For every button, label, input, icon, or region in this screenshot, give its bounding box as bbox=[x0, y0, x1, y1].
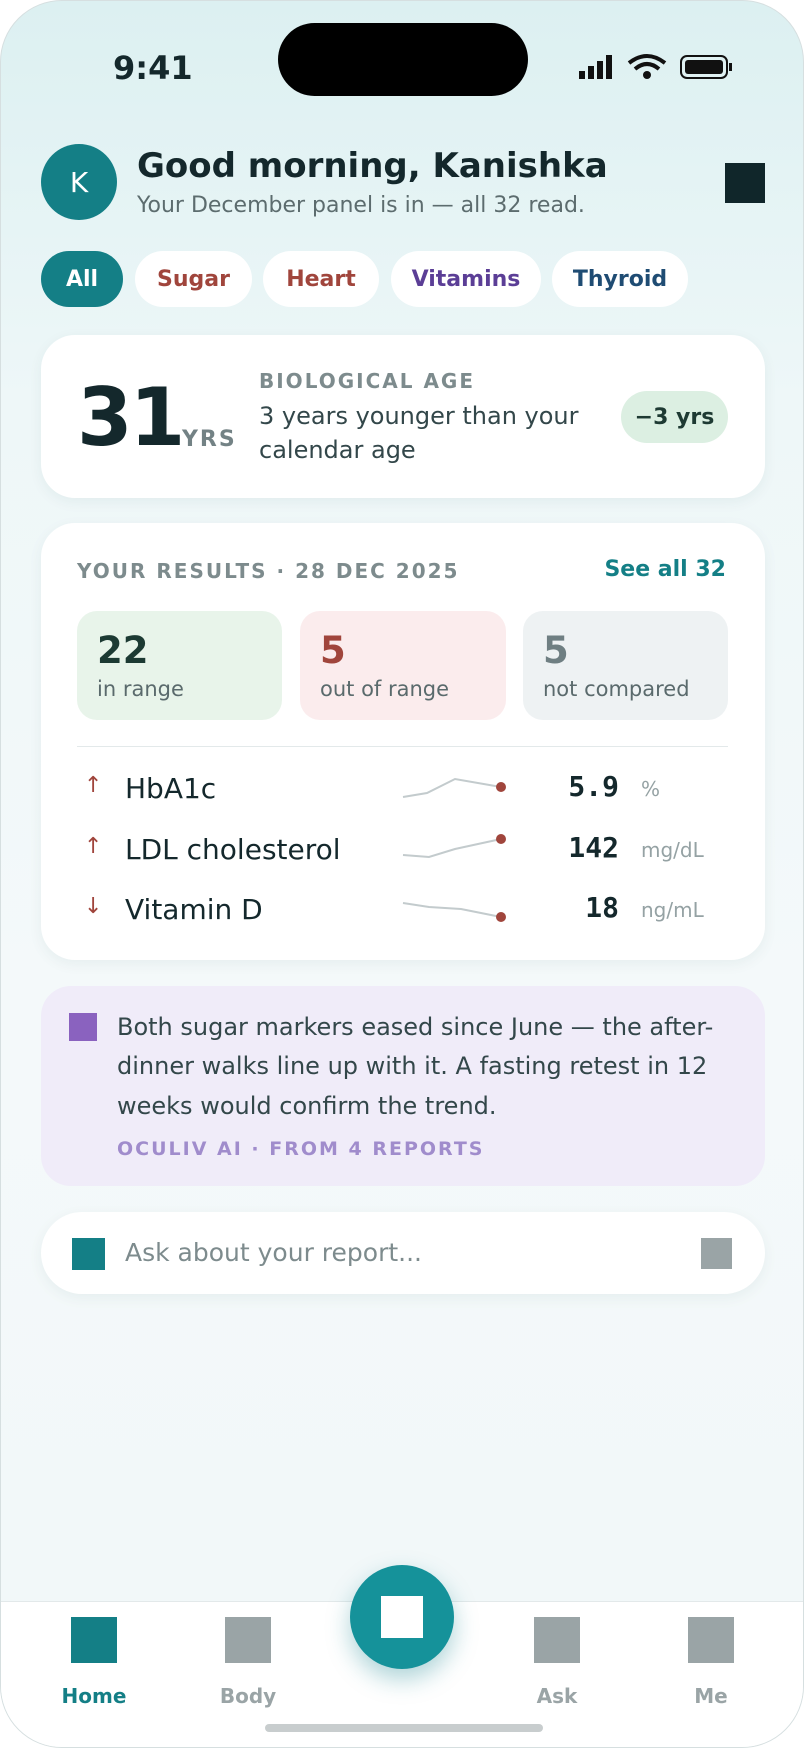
status-icons bbox=[579, 54, 732, 79]
tab-label[interactable]: Body bbox=[219, 1684, 277, 1708]
ask-input[interactable] bbox=[41, 1212, 765, 1294]
summary-label: in range bbox=[97, 677, 184, 701]
tab-label[interactable]: Me bbox=[694, 1684, 728, 1708]
bio-age-value: 31 bbox=[77, 371, 185, 464]
insight-text: Both sugar markers eased since June — th… bbox=[117, 1013, 714, 1041]
insight-text: dinner walks line up with it. A fasting … bbox=[117, 1052, 708, 1080]
filter-chip[interactable]: Heart bbox=[263, 251, 379, 307]
chip-label: Thyroid bbox=[572, 266, 668, 292]
mic-button[interactable] bbox=[701, 1238, 732, 1269]
bio-age-badge: −3 yrs bbox=[621, 391, 728, 443]
scan-button[interactable] bbox=[350, 1565, 454, 1669]
marker-unit: % bbox=[641, 777, 661, 801]
marker-value: 18 bbox=[585, 891, 619, 924]
trend-arrow: ↓ bbox=[84, 894, 103, 919]
insight-text: weeks would confirm the trend. bbox=[117, 1092, 497, 1120]
filter-chip[interactable]: All bbox=[41, 251, 123, 307]
chip-label: Vitamins bbox=[411, 266, 521, 292]
bio-age-text: calendar age bbox=[259, 436, 416, 464]
greeting: Good morning, Kanishka bbox=[137, 146, 608, 186]
filter-chip[interactable]: Thyroid bbox=[552, 251, 688, 307]
marker-name[interactable]: HbA1c bbox=[125, 772, 217, 805]
results-card bbox=[41, 523, 765, 960]
notch bbox=[278, 23, 528, 96]
marker-value: 142 bbox=[568, 831, 619, 864]
subtitle: Your December panel is in — all 32 read. bbox=[137, 193, 585, 218]
insight-card bbox=[41, 986, 765, 1186]
tab-label[interactable]: Home bbox=[61, 1684, 127, 1708]
ask-placeholder: Ask about your report... bbox=[125, 1238, 422, 1267]
summary-label: out of range bbox=[320, 677, 450, 701]
divider bbox=[77, 746, 728, 747]
ask-icon bbox=[72, 1238, 105, 1270]
see-all-link[interactable]: See all 32 bbox=[604, 557, 726, 582]
badge-text: −3 yrs bbox=[634, 404, 715, 430]
tab-icon[interactable] bbox=[534, 1617, 580, 1663]
summary-box: 22 in range bbox=[77, 611, 282, 720]
scan-icon bbox=[381, 1596, 423, 1638]
summary-count: 22 bbox=[97, 629, 149, 672]
tab-icon[interactable] bbox=[71, 1617, 117, 1663]
notifications-icon[interactable] bbox=[725, 163, 765, 203]
bio-age-unit: YRS bbox=[182, 427, 237, 452]
trend-arrow: ↑ bbox=[84, 834, 103, 859]
summary-label: not compared bbox=[543, 677, 690, 701]
marker-unit: ng/mL bbox=[641, 898, 704, 922]
chip-label: Sugar bbox=[157, 266, 230, 292]
trend-arrow: ↑ bbox=[84, 773, 103, 798]
bio-age-text: 3 years younger than your bbox=[259, 402, 579, 430]
tab-icon[interactable] bbox=[688, 1617, 734, 1663]
filter-chip[interactable]: Sugar bbox=[135, 251, 252, 307]
marker-unit: mg/dL bbox=[641, 838, 704, 862]
tab-label[interactable]: Ask bbox=[536, 1684, 578, 1708]
chip-label: Heart bbox=[286, 266, 356, 292]
chip-label: All bbox=[65, 266, 99, 292]
filter-chip[interactable]: Vitamins bbox=[391, 251, 541, 307]
bio-age-label: BIOLOGICAL AGE bbox=[259, 369, 475, 393]
insight-source: OCULIV AI · FROM 4 REPORTS bbox=[117, 1138, 485, 1160]
avatar[interactable]: K bbox=[41, 144, 117, 220]
results-heading: YOUR RESULTS · 28 DEC 2025 bbox=[77, 559, 460, 583]
marker-name[interactable]: Vitamin D bbox=[125, 893, 263, 926]
marker-value: 5.9 bbox=[568, 770, 619, 803]
home-indicator bbox=[265, 1724, 543, 1732]
status-time: 9:41 bbox=[113, 49, 193, 87]
summary-box: 5 not compared bbox=[523, 611, 728, 720]
sparklines bbox=[402, 777, 506, 922]
summary-count: 5 bbox=[543, 629, 569, 672]
summary-count: 5 bbox=[320, 629, 346, 672]
tab-icon[interactable] bbox=[225, 1617, 271, 1663]
summary-box: 5 out of range bbox=[300, 611, 506, 720]
avatar-initial: K bbox=[69, 165, 89, 199]
marker-name[interactable]: LDL cholesterol bbox=[125, 833, 341, 866]
insight-icon bbox=[69, 1013, 97, 1041]
